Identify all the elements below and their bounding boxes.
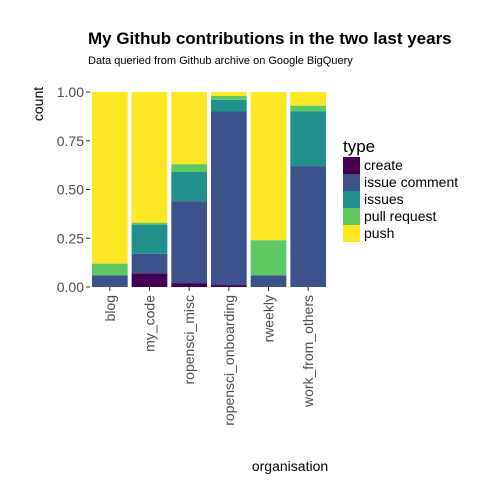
- chart-subtitle: Data queried from Github archive on Goog…: [88, 55, 353, 67]
- legend-key-pull-request: [343, 208, 360, 225]
- bar-segment-push-my-code: [131, 92, 168, 223]
- bar-segment-issue-comment-my-code: [131, 253, 168, 274]
- y-tick-label: 1.00: [57, 84, 84, 100]
- x-tick-label: ropensci_onboarding: [221, 295, 237, 426]
- bar-segment-issue-comment-rweekly: [250, 275, 287, 287]
- legend-label-issues: issues: [364, 191, 404, 207]
- legend-key-create: [343, 157, 360, 174]
- x-tick-label: work_from_others: [300, 295, 316, 408]
- bar-segment-issues-ropensci-onboarding: [210, 99, 247, 112]
- bar-segment-issue-comment-blog: [91, 275, 128, 287]
- bar-segment-pull-request-blog: [91, 263, 128, 276]
- y-tick-label: 0.00: [57, 279, 84, 295]
- bar-segment-push-work-from-others: [290, 92, 327, 106]
- bar-segment-create-my-code: [131, 273, 168, 287]
- x-tick-label: rweekly: [261, 295, 277, 342]
- y-tick-label: 0.75: [57, 133, 84, 149]
- bar-segment-issues-work-from-others: [290, 111, 327, 167]
- bar-segment-pull-request-ropensci-onboarding: [210, 95, 247, 100]
- bar-segment-issues-my-code: [131, 224, 168, 254]
- legend-label-create: create: [364, 157, 403, 173]
- bar-segment-pull-request-rweekly: [250, 240, 287, 276]
- legend-label-push: push: [364, 225, 394, 241]
- bar-segment-push-rweekly: [250, 92, 287, 241]
- bar-segment-pull-request-ropensci-misc: [171, 164, 208, 172]
- x-tick-label: blog: [102, 295, 118, 321]
- x-axis-title: organisation: [252, 458, 328, 474]
- bar-segment-create-ropensci-onboarding: [210, 285, 247, 287]
- y-tick-label: 0.50: [57, 182, 84, 198]
- legend-key-issues: [343, 191, 360, 208]
- x-tick-label: ropensci_misc: [181, 295, 197, 384]
- bar-segment-issues-ropensci-misc: [171, 171, 208, 202]
- bar-segment-pull-request-work-from-others: [290, 105, 327, 112]
- x-tick-label: my_code: [142, 295, 158, 352]
- y-axis-title: count: [30, 87, 46, 121]
- legend-label-issue-comment: issue comment: [364, 174, 458, 190]
- bar-segment-pull-request-my-code: [131, 222, 168, 225]
- legend-key-push: [343, 225, 360, 242]
- legend-label-pull-request: pull request: [364, 208, 436, 224]
- bar-segment-issue-comment-ropensci-misc: [171, 201, 208, 284]
- legend-title: type: [343, 137, 375, 156]
- chart-title: My Github contributions in the two last …: [88, 29, 452, 48]
- bar-segment-issue-comment-work-from-others: [290, 166, 327, 287]
- legend-key-issue-comment: [343, 174, 360, 191]
- bar-area: [91, 92, 327, 287]
- y-axis: 0.00 0.25 0.50 0.75 1.00: [57, 84, 90, 295]
- bar-segment-push-ropensci-onboarding: [210, 92, 247, 96]
- x-axis: blog my_code ropensci_misc ropensci_onboard…: [102, 287, 316, 426]
- bar-segment-issue-comment-ropensci-onboarding: [210, 111, 247, 286]
- y-tick-label: 0.25: [57, 230, 84, 246]
- bar-segment-create-ropensci-misc: [171, 283, 208, 287]
- bar-segment-push-ropensci-misc: [171, 92, 208, 165]
- bar-segment-push-blog: [91, 92, 128, 264]
